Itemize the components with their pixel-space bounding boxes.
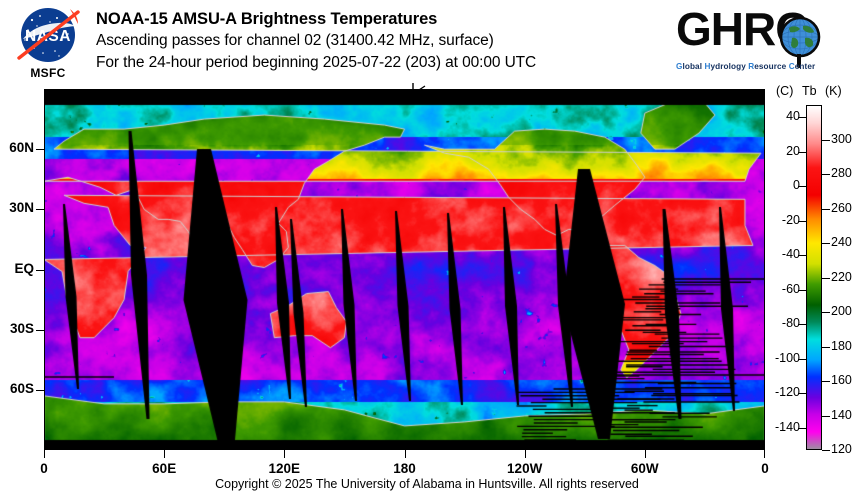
- colorbar-kelvin-label: 280: [831, 166, 852, 180]
- colorbar-celsius-label: -80: [781, 316, 800, 331]
- colorbar-kelvin-label: 180: [831, 338, 852, 353]
- longitude-tick: [44, 450, 45, 458]
- colorbar-kelvin-label: 220: [831, 269, 852, 284]
- longitude-tick: [404, 450, 406, 458]
- colorbar-celsius-label: 20: [786, 143, 800, 158]
- colorbar-kelvin-label: 200: [831, 304, 852, 318]
- colorbar-variable: Tb: [802, 84, 817, 98]
- colorbar-celsius-tick: [798, 255, 806, 257]
- nasa-center-label: MSFC: [30, 66, 66, 80]
- longitude-tick: [644, 450, 646, 458]
- longitude-tick: [524, 450, 526, 458]
- longitude-label: 60W: [630, 461, 659, 476]
- globe-icon: [779, 16, 821, 58]
- colorbar-celsius-tick: [798, 393, 806, 395]
- colorbar-celsius-label: -60: [781, 281, 800, 296]
- colorbar-celsius-tick: [798, 186, 806, 188]
- colorbar-gradient: [807, 106, 821, 449]
- colorbar-kelvin-tick: [822, 174, 830, 175]
- colorbar-kelvin-tick: [822, 415, 830, 417]
- colorbar-celsius-label: 0: [793, 178, 800, 193]
- colorbar-kelvin-tick: [822, 139, 830, 141]
- colorbar-kelvin-label: 300: [831, 131, 852, 146]
- colorbar-gradient-bar: [806, 105, 822, 450]
- colorbar-kelvin-label: 120: [831, 442, 852, 456]
- brightness-temperature-map: [44, 89, 765, 450]
- colorbar-celsius-tick: [798, 117, 806, 119]
- longitude-tick: [764, 450, 765, 458]
- globe-stand-icon: [797, 54, 801, 68]
- colorbar: (C) Tb (K) 40 20 0 -20 -40 -60 -80 -100 -120 -140…: [770, 84, 854, 464]
- colorbar-kelvin-tick: [822, 346, 830, 348]
- colorbar-kelvin-tick: [822, 277, 830, 279]
- colorbar-celsius-label: -100: [774, 350, 800, 365]
- latitude-label: 60S: [9, 380, 34, 396]
- colorbar-kelvin-tick: [822, 312, 830, 313]
- colorbar-kelvin-label: 140: [831, 407, 852, 422]
- latitude-label: EQ: [14, 260, 34, 276]
- longitude-tick: [164, 450, 166, 458]
- page-title: NOAA-15 AMSU-A Brightness Temperatures: [96, 10, 438, 28]
- colorbar-celsius-label: -20: [781, 212, 800, 227]
- map-plot: 60N 30N EQ 30S 60S 0 60E 120E 180 120W 60W 0: [9, 83, 769, 476]
- longitude-label: 120E: [268, 461, 301, 476]
- ghrc-logo: GHRC Globa: [676, 4, 836, 82]
- colorbar-kelvin-label: 160: [831, 373, 852, 387]
- longitude-tick: [284, 450, 286, 458]
- colorbar-celsius-label: 40: [786, 109, 800, 124]
- colorbar-kelvin-label: 260: [831, 200, 852, 215]
- copyright-notice: Copyright © 2025 The University of Alaba…: [215, 477, 639, 491]
- colorbar-celsius-tick: [798, 289, 806, 291]
- page-header: NASA MSFC NOAA-15 AMSU-A Brightness Temp…: [0, 0, 854, 88]
- longitude-label: 120W: [507, 461, 543, 476]
- colorbar-celsius-unit: (C): [776, 84, 794, 98]
- latitude-tick: [36, 329, 44, 331]
- colorbar-celsius-label: -120: [774, 385, 800, 400]
- colorbar-celsius-tick: [798, 358, 806, 360]
- longitude-label: 0: [40, 461, 48, 476]
- latitude-label: 30N: [9, 200, 34, 216]
- colorbar-kelvin-unit: (K): [825, 84, 842, 98]
- colorbar-celsius-label: -140: [774, 419, 800, 434]
- longitude-label: 60E: [152, 461, 177, 476]
- latitude-tick: [36, 269, 44, 271]
- colorbar-kelvin-label: 240: [831, 235, 852, 249]
- colorbar-celsius-tick: [798, 151, 806, 153]
- latitude-label: 30S: [9, 320, 34, 336]
- colorbar-celsius-tick: [798, 427, 806, 429]
- left-arrow-marker-icon: [412, 83, 461, 96]
- ghrc-tagline: Global Hydrology Resource Center: [676, 62, 816, 71]
- page-subtitle: Ascending passes for channel 02 (31400.4…: [96, 32, 494, 49]
- latitude-label: 60N: [9, 140, 34, 156]
- page-period: For the 24-hour period beginning 2025-07…: [96, 54, 537, 71]
- colorbar-celsius-tick: [798, 220, 806, 222]
- colorbar-kelvin-tick: [822, 450, 830, 451]
- colorbar-kelvin-tick: [822, 381, 830, 382]
- latitude-tick: [36, 149, 44, 151]
- longitude-label: 0: [761, 461, 769, 476]
- latitude-tick: [36, 209, 44, 211]
- colorbar-celsius-label: -40: [781, 247, 800, 262]
- colorbar-header: (C) Tb (K): [770, 84, 854, 100]
- colorbar-celsius-tick: [798, 324, 806, 326]
- latitude-tick: [36, 389, 44, 391]
- colorbar-kelvin-tick: [822, 208, 830, 210]
- colorbar-kelvin-tick: [822, 243, 830, 244]
- longitude-label: 180: [393, 461, 416, 476]
- nasa-meatball-icon: NASA MSFC: [10, 6, 86, 82]
- title-block: NOAA-15 AMSU-A Brightness Temperatures A…: [96, 8, 676, 74]
